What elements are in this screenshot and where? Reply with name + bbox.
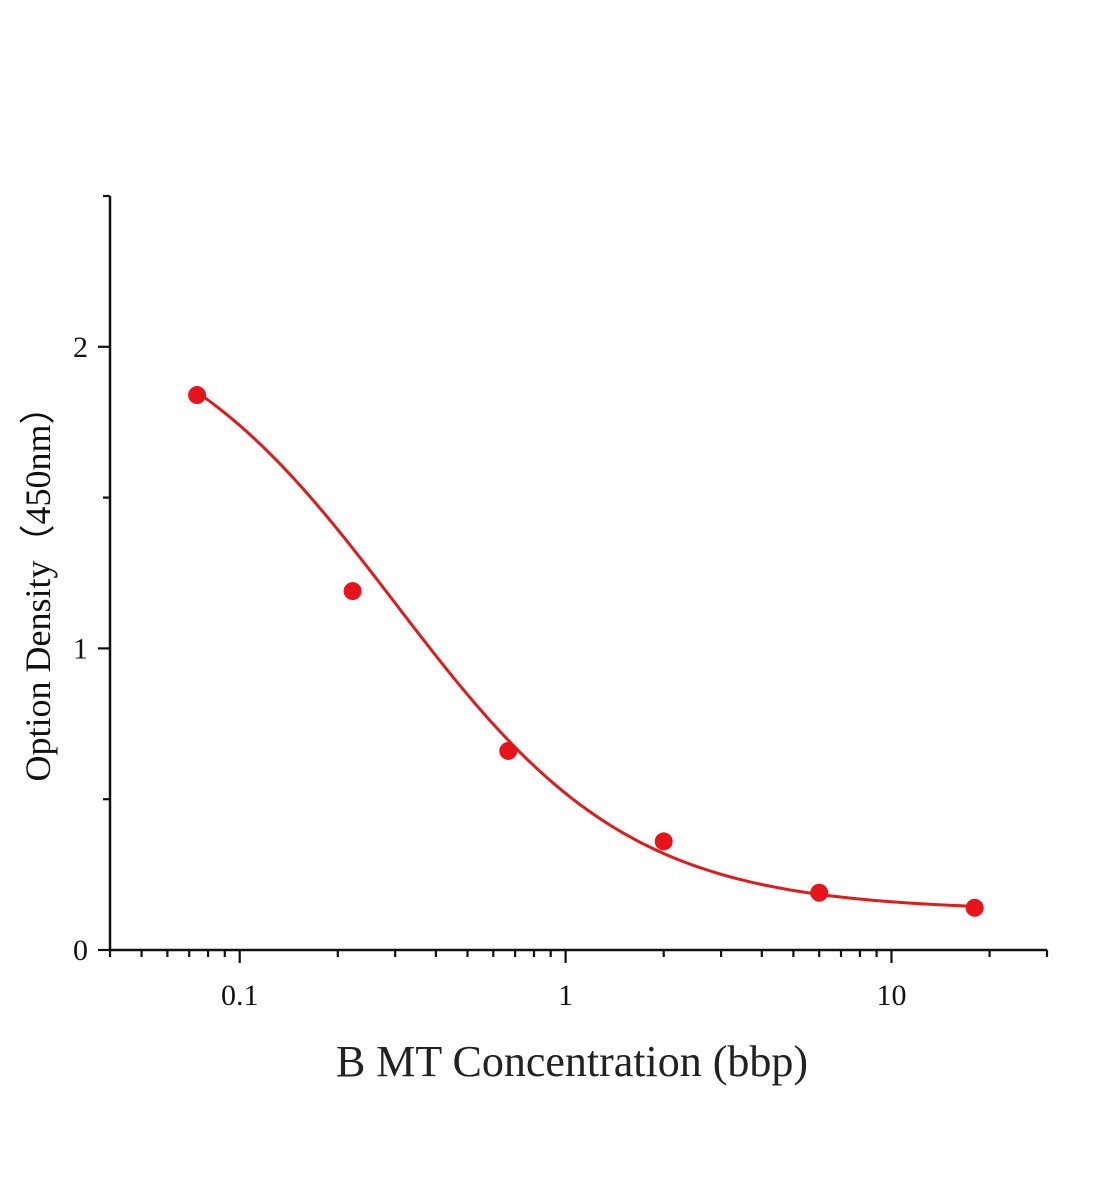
y-axis-title: Option Density（450nm） bbox=[18, 389, 58, 782]
y-tick-label: 1 bbox=[73, 632, 88, 665]
x-tick-label: 0.1 bbox=[221, 979, 259, 1012]
y-tick-label: 2 bbox=[73, 331, 88, 364]
y-tick-label: 0 bbox=[73, 934, 88, 967]
data-point bbox=[965, 898, 984, 917]
x-tick-label: 1 bbox=[558, 979, 573, 1012]
data-point bbox=[499, 741, 518, 760]
fit-curve bbox=[196, 390, 975, 908]
x-tick-label: 10 bbox=[877, 979, 907, 1012]
data-point bbox=[654, 832, 673, 851]
ticks bbox=[98, 194, 1049, 963]
data-point bbox=[810, 883, 829, 902]
axes bbox=[108, 196, 1047, 952]
data-point bbox=[343, 582, 362, 601]
tick-labels: 0.1 1 10 0 1 2 bbox=[73, 331, 907, 1012]
data-point bbox=[188, 386, 207, 405]
data-points bbox=[188, 386, 984, 917]
x-axis-title: B MT Concentration (bbp) bbox=[336, 1037, 808, 1086]
